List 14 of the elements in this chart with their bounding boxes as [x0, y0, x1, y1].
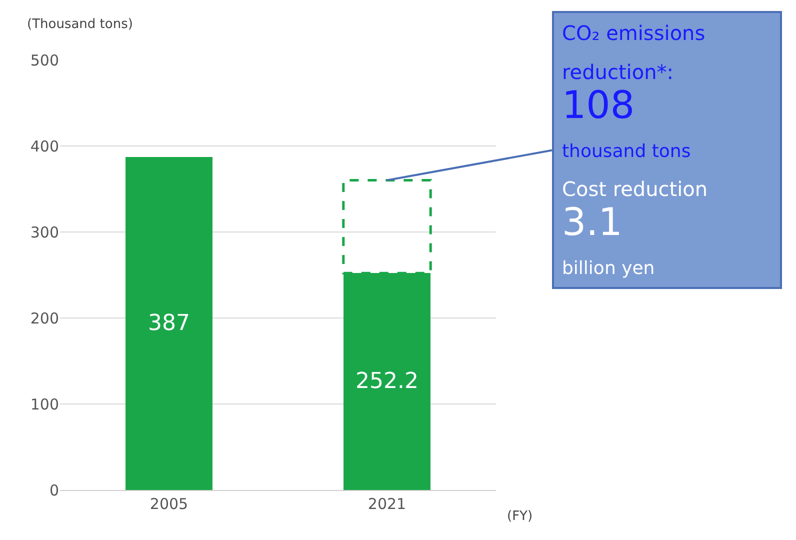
x-tick-label: 2005 — [150, 495, 188, 513]
y-tick-label: 0 — [49, 481, 59, 500]
y-tick-label: 300 — [30, 223, 59, 242]
data-label: 252.2 — [356, 369, 418, 394]
y-tick-label: 200 — [30, 309, 59, 328]
data-label: 387 — [148, 311, 190, 336]
y-tick-label: 400 — [30, 137, 59, 156]
annotation: CO₂ emissions reduction*: 108 thousand tons Cost reduction 3.1 billion yen — [562, 21, 708, 279]
x-tick-label: 2021 — [368, 495, 406, 513]
y-axis-title: (Thousand tons) — [27, 17, 133, 32]
y-tick-label: 100 — [30, 395, 59, 414]
bar — [125, 157, 213, 490]
y-tick-label: 500 — [30, 51, 59, 70]
x-axis-title: (FY) — [507, 509, 533, 524]
